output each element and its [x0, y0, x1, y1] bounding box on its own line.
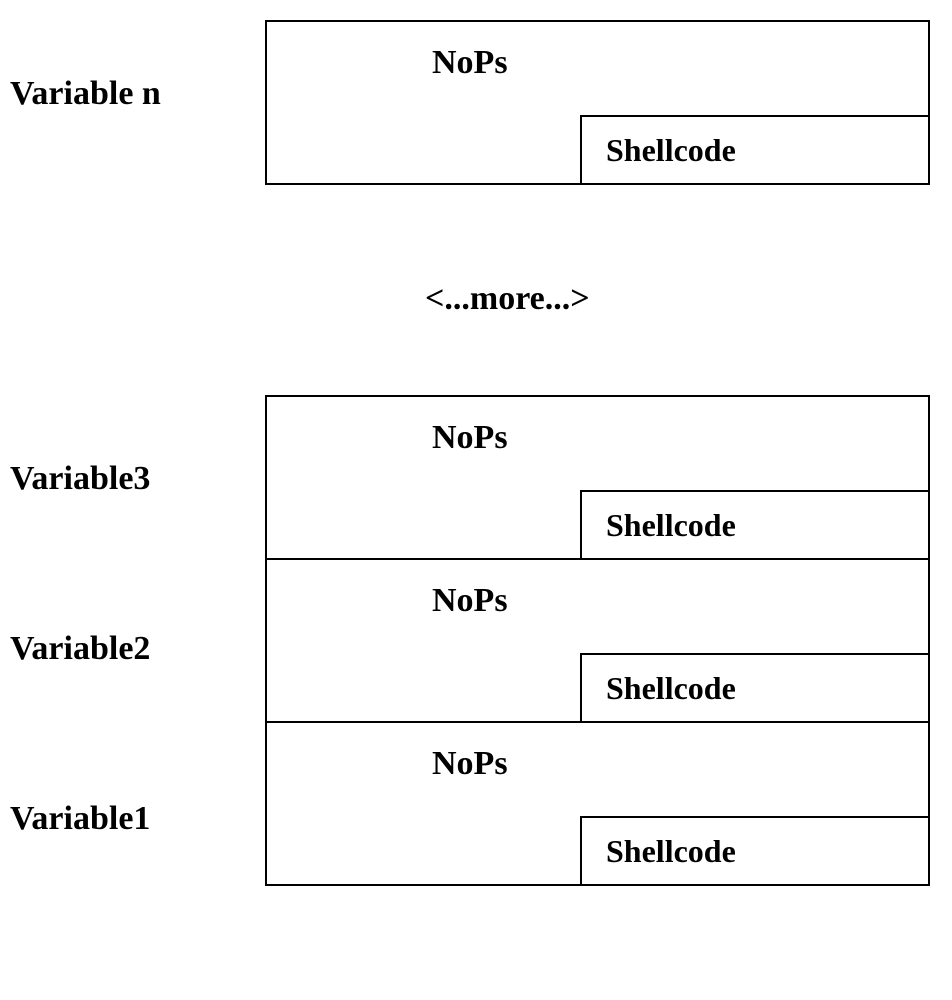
- more-indicator: <...more...>: [425, 280, 590, 318]
- variable-3-block: NoPs Shellcode: [265, 395, 930, 560]
- shellcode-box: Shellcode: [580, 653, 930, 723]
- variable-1-label: Variable1: [10, 800, 150, 838]
- variable-2-block: NoPs Shellcode: [265, 558, 930, 723]
- variable-1-block: NoPs Shellcode: [265, 721, 930, 886]
- shellcode-label: Shellcode: [606, 670, 736, 707]
- shellcode-label: Shellcode: [606, 507, 736, 544]
- nops-label: NoPs: [432, 419, 508, 457]
- nops-label: NoPs: [432, 582, 508, 620]
- shellcode-label: Shellcode: [606, 132, 736, 169]
- shellcode-box: Shellcode: [580, 115, 930, 185]
- shellcode-box: Shellcode: [580, 816, 930, 886]
- nops-label: NoPs: [432, 44, 508, 82]
- variable-n-label: Variable n: [10, 75, 161, 113]
- variable-3-label: Variable3: [10, 460, 150, 498]
- variable-n-block: NoPs Shellcode: [265, 20, 930, 185]
- shellcode-box: Shellcode: [580, 490, 930, 560]
- shellcode-label: Shellcode: [606, 833, 736, 870]
- variable-2-label: Variable2: [10, 630, 150, 668]
- nops-label: NoPs: [432, 745, 508, 783]
- diagram-container: Variable n NoPs Shellcode <...more...> V…: [0, 0, 952, 1000]
